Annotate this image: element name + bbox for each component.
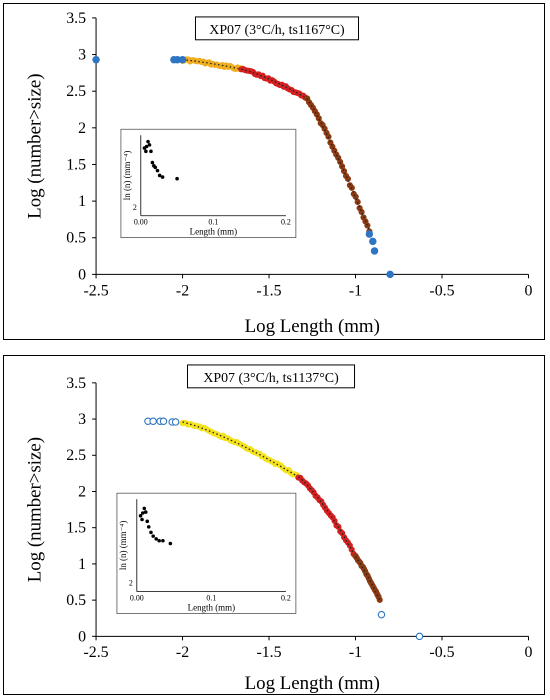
data-point-excluded <box>178 55 187 64</box>
x-tick-label: -0.5 <box>429 644 454 661</box>
inset-data-point <box>138 514 143 518</box>
x-tick-label: -2 <box>176 644 189 661</box>
inset-data-point <box>144 144 149 149</box>
inset-data-point <box>160 175 165 179</box>
inset-x-tick-label: 0.2 <box>281 594 291 603</box>
inset-y-tick-label: 2 <box>133 203 137 212</box>
inset-y-tick-label: 2 <box>129 579 133 588</box>
inset-data-point <box>147 143 152 147</box>
y-tick-label: 2 <box>78 483 86 500</box>
data-point-excluded <box>171 418 180 426</box>
chart-title: XP07 (3°C/h, ts1167°C) <box>209 23 345 38</box>
y-tick-label: 1.5 <box>66 156 86 173</box>
data-point-segment-3 <box>364 222 371 229</box>
data-point-excluded <box>377 610 386 619</box>
data-point-excluded <box>370 247 379 255</box>
chart-title: XP07 (3°C/h, ts1137°C) <box>203 371 339 386</box>
inset-x-tick-label: 0.2 <box>281 218 291 227</box>
inset-data-point <box>143 510 148 514</box>
y-tick-label: 2.5 <box>66 83 86 100</box>
inset-data-point <box>175 176 179 181</box>
fit-line-segment-3 <box>306 98 370 231</box>
inset-data-point <box>144 149 148 154</box>
data-point-excluded <box>365 230 374 238</box>
data-point-segment-3 <box>354 198 361 206</box>
y-tick-label: 0 <box>78 628 86 645</box>
x-tick-label: -1.5 <box>256 644 281 661</box>
inset-x-tick-label: 0.00 <box>130 594 144 603</box>
inset-x-tick-label: 0.1 <box>206 594 216 603</box>
inset-data-point <box>168 541 173 546</box>
inset-y-title: ln (n) (mm⁻⁴) <box>118 521 128 571</box>
inset-data-point <box>157 173 162 178</box>
inset-data-point <box>149 149 153 154</box>
x-tick-label: -1 <box>349 644 362 661</box>
fit-line-segment-1 <box>182 421 299 478</box>
inset-x-tick-label: 0.1 <box>208 218 218 227</box>
chart-title-box <box>187 364 356 389</box>
inset-data-point <box>149 530 153 535</box>
data-point-excluded <box>415 632 424 641</box>
y-tick-label: 0.5 <box>66 230 86 247</box>
inset-data-point <box>154 537 158 541</box>
inset-data-point <box>142 506 147 511</box>
chart-title-box <box>194 16 359 41</box>
inset-data-point <box>153 165 158 170</box>
x-axis-title: Log Length (mm) <box>245 316 380 337</box>
y-axis-title: Log (number>size) <box>24 437 45 582</box>
data-point-segment-3 <box>358 208 365 216</box>
inset-y-title: ln (n) (mm⁻⁴) <box>122 151 132 201</box>
data-point-segment-3 <box>325 133 332 140</box>
inset-x-title: Length (mm) <box>188 602 235 612</box>
y-tick-label: 3.5 <box>66 375 86 392</box>
x-tick-label: -2.5 <box>83 282 108 299</box>
fit-line-segment-2 <box>298 476 357 558</box>
chart-2-svg: 0 0.5 1 1.5 2 2.5 3 3.5 -2.5 -2 -1.5 -1 -0.5 0 Log Len… <box>24 364 533 694</box>
x-tick-label: -1.5 <box>256 282 281 299</box>
x-tick-label: 0 <box>525 282 533 299</box>
y-tick-label: 1 <box>78 556 86 573</box>
inset-x-tick-label: 0.00 <box>134 218 148 227</box>
x-tick-label: 0 <box>525 644 533 661</box>
inset-data-point <box>146 525 151 529</box>
inset-data-point <box>161 538 165 543</box>
inset-data-point <box>140 517 144 522</box>
x-tick-label: -1 <box>349 282 362 299</box>
inset-data-point <box>145 519 150 524</box>
data-point-excluded <box>149 417 157 425</box>
y-tick-label: 3 <box>78 47 86 64</box>
chart-panel-1: 0 0.5 1 1.5 2 2.5 3 3.5 -2.5 -2 -1.5 -1 -0.5 0 Log Len… <box>3 3 545 340</box>
x-tick-label: -0.5 <box>429 282 454 299</box>
x-tick-label: -2 <box>176 282 189 299</box>
inset-x-title: Length (mm) <box>190 227 237 237</box>
x-tick-label: -2.5 <box>83 644 108 661</box>
inset-data-point <box>146 139 150 144</box>
inset-data-point <box>157 538 161 543</box>
y-tick-label: 3.5 <box>66 10 86 27</box>
chart-panel-2: 0 0.5 1 1.5 2 2.5 3 3.5 -2.5 -2 -1.5 -1 -0.5 0 Log Len… <box>3 355 545 695</box>
y-tick-label: 3 <box>78 411 86 428</box>
inset-data-point <box>151 534 156 538</box>
chart-1-svg: 0 0.5 1 1.5 2 2.5 3 3.5 -2.5 -2 -1.5 -1 -0.5 0 Log Len… <box>24 10 533 337</box>
data-point-excluded <box>159 417 168 425</box>
data-point-excluded <box>369 237 377 246</box>
y-tick-label: 2 <box>78 120 86 137</box>
y-tick-label: 0.5 <box>66 592 86 609</box>
fit-line-segment-3 <box>355 556 381 601</box>
inset-data-point <box>140 511 145 515</box>
y-tick-label: 0 <box>78 266 86 283</box>
y-tick-label: 1 <box>78 193 86 210</box>
x-axis-title: Log Length (mm) <box>245 673 380 694</box>
inset-data-point <box>155 168 160 173</box>
y-tick-label: 2.5 <box>66 447 86 464</box>
y-tick-label: 1.5 <box>66 520 86 537</box>
inset-data-point <box>150 160 155 165</box>
data-point-excluded <box>386 270 394 279</box>
y-axis-title: Log (number>size) <box>24 73 45 218</box>
inset-frame <box>120 128 297 239</box>
data-point-segment-3 <box>376 596 383 603</box>
data-point-excluded <box>92 55 100 64</box>
